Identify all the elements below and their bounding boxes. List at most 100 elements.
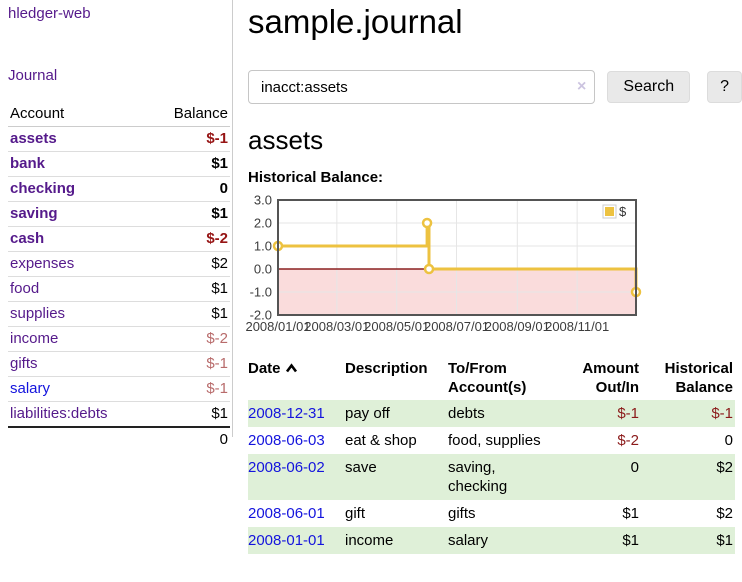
help-button[interactable]: ? — [707, 71, 742, 103]
register-date-cell: 2008-12-31 — [248, 400, 345, 427]
register-row: 2008-06-02 save saving, checking 0 $2 — [248, 454, 735, 500]
register-date-link[interactable]: 2008-01-01 — [248, 532, 325, 549]
search-button[interactable]: Search — [607, 71, 691, 103]
register-header-description: Description — [345, 360, 428, 377]
account-row: gifts $-1 — [8, 351, 230, 377]
account-link[interactable]: cash — [10, 230, 45, 247]
account-cell: bank — [8, 151, 150, 177]
register-amount-cell: $-2 — [617, 432, 639, 449]
account-link[interactable]: bank — [10, 155, 46, 172]
account-row: food $1 — [8, 276, 230, 302]
svg-text:3.0: 3.0 — [254, 193, 272, 208]
search-box: × — [248, 70, 596, 104]
register-header-balance: Historical Balance — [664, 360, 733, 396]
register-date-cell: 2008-06-01 — [248, 500, 345, 527]
account-row: assets $-1 — [8, 126, 230, 152]
register-description-cell: save — [345, 459, 377, 476]
register-accounts-cell: gifts — [448, 505, 476, 522]
historical-balance-chart: $3.0 2.0 1.0 0.0 -1.0 -2.0 2008/01/01 2008/03/0… — [245, 193, 642, 339]
page-title: sample.journal — [248, 3, 463, 40]
register-accounts-cell: food, supplies — [448, 432, 541, 449]
account-cell: checking — [8, 176, 150, 202]
account-row: bank $1 — [8, 151, 230, 177]
svg-text:2008/03/01: 2008/03/01 — [304, 319, 369, 334]
register-date-link[interactable]: 2008-06-02 — [248, 459, 325, 476]
accounts-header-account: Account — [8, 102, 150, 127]
clear-search-icon[interactable]: × — [577, 78, 587, 95]
accounts-table: Account Balance assets $-1 bank $1 checking 0… — [8, 102, 230, 452]
register-amount-cell: $1 — [622, 532, 639, 549]
account-link[interactable]: food — [10, 280, 40, 297]
register-balance-cell: $1 — [716, 532, 733, 549]
account-balance: $-2 — [149, 326, 230, 352]
account-cell: income — [8, 326, 150, 352]
account-balance: $2 — [149, 251, 230, 277]
svg-text:0.0: 0.0 — [254, 262, 272, 277]
account-link[interactable]: supplies — [10, 305, 66, 322]
sidebar-divider — [232, 0, 233, 437]
account-balance: $1 — [149, 401, 230, 428]
accounts-total-value: 0 — [149, 426, 230, 452]
svg-text:2008/11/01: 2008/11/01 — [545, 319, 609, 334]
chart-canvas: $3.0 2.0 1.0 0.0 -1.0 -2.02008/01/012008/03/0… — [245, 193, 642, 334]
account-link[interactable]: expenses — [10, 255, 75, 272]
register-date-link[interactable]: 2008-06-03 — [248, 432, 325, 449]
account-row: cash $-2 — [8, 226, 230, 252]
register-accounts-cell: saving, checking — [448, 459, 508, 495]
register-header-row: Date Description To/From Account(s) Amou… — [248, 356, 735, 400]
account-balance: $1 — [149, 151, 230, 177]
register-balance-cell: 0 — [724, 432, 733, 449]
register-header-accounts: To/From Account(s) — [448, 360, 527, 396]
account-row: supplies $1 — [8, 301, 230, 327]
account-row: saving $1 — [8, 201, 230, 227]
register-row: 2008-06-03 eat & shop food, supplies $-2 0 — [248, 427, 735, 454]
register-description-cell: income — [345, 532, 394, 549]
chart-title: Historical Balance: — [248, 169, 384, 186]
accounts-header-row: Account Balance — [8, 102, 230, 127]
register-accounts-cell: debts — [448, 405, 485, 422]
register-date-cell: 2008-06-02 — [248, 454, 345, 500]
svg-text:2008/07/01: 2008/07/01 — [424, 319, 489, 334]
register-row: 2008-06-01 gift gifts $1 $2 — [248, 500, 735, 527]
account-link[interactable]: assets — [10, 130, 57, 147]
accounts-total-spacer — [8, 426, 150, 452]
account-link[interactable]: income — [10, 330, 59, 347]
svg-text:$: $ — [619, 204, 627, 219]
register-date-link[interactable]: 2008-06-01 — [248, 505, 325, 522]
register-table-body: 2008-12-31 pay off debts $-1 $-1 2008-06-03 ea… — [248, 400, 735, 554]
svg-text:-1.0: -1.0 — [250, 285, 272, 300]
account-cell: food — [8, 276, 150, 302]
register-amount-cell: $1 — [622, 505, 639, 522]
account-balance: $1 — [149, 201, 230, 227]
register-header-date-label: Date — [248, 360, 281, 377]
account-heading: assets — [248, 125, 324, 155]
register-description-cell: pay off — [345, 405, 390, 422]
accounts-table-body: assets $-1 bank $1 checking 0 saving $1 cash $-2 e… — [8, 126, 230, 452]
svg-text:2008/05/01: 2008/05/01 — [364, 319, 429, 334]
account-link[interactable]: gifts — [10, 355, 38, 372]
register-date-link[interactable]: 2008-12-31 — [248, 405, 325, 422]
account-cell: gifts — [8, 351, 150, 377]
register-description-cell: gift — [345, 505, 366, 522]
account-link[interactable]: checking — [10, 180, 76, 197]
sidebar-item-journal[interactable]: Journal — [8, 67, 58, 84]
account-balance: 0 — [149, 176, 230, 202]
account-row: checking 0 — [8, 176, 230, 202]
register-row: 2008-01-01 income salary $1 $1 — [248, 527, 735, 554]
register-description-cell: eat & shop — [345, 432, 417, 449]
account-cell: salary — [8, 376, 150, 402]
account-row: income $-2 — [8, 326, 230, 352]
account-link[interactable]: saving — [10, 205, 58, 222]
account-balance: $1 — [149, 276, 230, 302]
brand-link[interactable]: hledger-web — [8, 5, 91, 22]
account-link[interactable]: salary — [10, 380, 51, 397]
svg-text:2008/01/01: 2008/01/01 — [245, 319, 310, 334]
register-header-date[interactable]: Date — [248, 356, 345, 400]
account-balance: $-1 — [149, 126, 230, 152]
account-balance: $-1 — [149, 376, 230, 402]
account-cell: expenses — [8, 251, 150, 277]
register-date-cell: 2008-06-03 — [248, 427, 345, 454]
search-input[interactable] — [248, 70, 596, 104]
register-table: Date Description To/From Account(s) Amou… — [248, 356, 735, 554]
account-link[interactable]: liabilities:debts — [10, 405, 108, 422]
